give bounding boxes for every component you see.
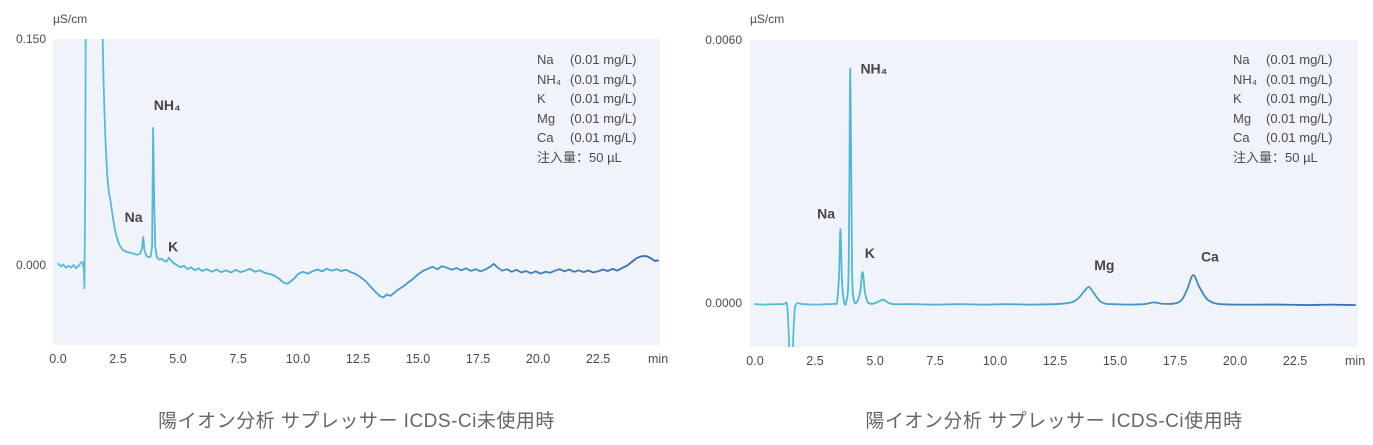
x-tick-label: 5.0 [866, 354, 884, 368]
x-tick-label: 5.0 [169, 352, 187, 366]
legend-row-nh4: NH₄ (0.01 mg/L) [1233, 70, 1332, 90]
trace-line [57, 39, 659, 299]
legend-concentration: (0.01 mg/L) [1266, 71, 1333, 87]
peak-label: K [865, 245, 875, 261]
legend-ion-label: Ca [1233, 130, 1250, 146]
x-tick-label: 7.5 [926, 354, 944, 368]
peak-label: Mg [1094, 257, 1114, 273]
plot-area: Na NH₄ K Mg Ca [750, 40, 1358, 347]
x-axis-tick-labels: 0.0 2.5 5.0 7.5 10.0 12.5 15.0 17.5 20.0 22.5 min [49, 352, 668, 368]
legend-row-ca: Ca (0.01 mg/L) [1233, 128, 1332, 148]
legend: Na (0.01 mg/L) NH₄ (0.01 mg/L) K (0.01 m… [537, 50, 636, 168]
x-tick-label: 12.5 [1042, 354, 1068, 368]
x-tick-label: 17.5 [1162, 354, 1188, 368]
peak-label: Na [817, 206, 835, 222]
legend-ion-label: K [537, 91, 546, 107]
legend-concentration: (0.01 mg/L) [570, 110, 637, 126]
y-axis-unit-label: µS/cm [750, 12, 785, 26]
legend-concentration: (0.01 mg/L) [570, 91, 637, 107]
legend-ion-label: Na [537, 52, 554, 67]
x-tick-label: 15.0 [405, 352, 431, 366]
legend-concentration: (0.01 mg/L) [570, 52, 637, 67]
x-tick-label: 20.0 [525, 352, 551, 366]
legend-ion-label: K [1233, 91, 1242, 107]
legend-row-k: K (0.01 mg/L) [537, 89, 636, 109]
legend-ion-label: NH₄ [537, 71, 562, 87]
x-tick-label: 0.0 [49, 352, 67, 366]
y-axis-max-label: 0.0060 [705, 33, 742, 47]
peak-label: Ca [1201, 249, 1219, 265]
y-axis-max-label: 0.150 [15, 32, 46, 46]
chromatogram-trace: Na NH₄ K Mg Ca [754, 61, 1356, 347]
legend-ion-label: NH₄ [1233, 71, 1258, 87]
x-tick-label: 20.0 [1222, 354, 1248, 368]
legend-row-k: K (0.01 mg/L) [1233, 89, 1332, 109]
y-axis-zero-label: 0.000 [15, 258, 46, 272]
legend-ion-label: Na [1233, 52, 1250, 67]
legend-row-mg: Mg (0.01 mg/L) [537, 109, 636, 129]
peak-label: Na [125, 209, 143, 225]
x-axis-tick-labels: 0.0 2.5 5.0 7.5 10.0 12.5 15.0 17.5 20.0 22.5 min [746, 354, 1365, 370]
x-tick-label: 22.5 [1282, 354, 1308, 368]
plot-area: Na NH₄ K [53, 39, 660, 345]
legend-concentration: (0.01 mg/L) [570, 130, 637, 146]
legend-injection-volume: 注入量：50 µL [537, 149, 622, 165]
y-axis-zero-label: 0.0000 [705, 296, 742, 310]
x-tick-label: 2.5 [109, 352, 127, 366]
x-tick-label: 22.5 [585, 352, 611, 366]
legend-row-na: Na (0.01 mg/L) [537, 50, 636, 70]
chart-caption: 陽イオン分析 サプレッサー ICDS-Ci使用時 [865, 411, 1243, 432]
peak-label: NH₄ [154, 97, 181, 113]
x-tick-label: 7.5 [229, 352, 247, 366]
peak-label: NH₄ [860, 61, 887, 77]
legend-concentration: (0.01 mg/L) [570, 71, 637, 87]
peak-label: K [168, 239, 178, 255]
x-tick-label: min [1345, 354, 1366, 368]
x-tick-label: 15.0 [1102, 354, 1128, 368]
legend-row-mg: Mg (0.01 mg/L) [1233, 109, 1332, 129]
legend-concentration: (0.01 mg/L) [1266, 130, 1333, 146]
x-tick-label: 10.0 [285, 352, 311, 366]
x-tick-label: 12.5 [345, 352, 371, 366]
legend-row-nh4: NH₄ (0.01 mg/L) [537, 70, 636, 90]
chromatogram-trace: Na NH₄ K [57, 39, 659, 299]
legend-ion-label: Ca [537, 130, 554, 146]
legend-concentration: (0.01 mg/L) [1266, 52, 1333, 67]
trace-line [754, 67, 1356, 347]
x-tick-label: 0.0 [746, 354, 764, 368]
legend-ion-label: Mg [1233, 110, 1252, 126]
x-tick-label: 2.5 [806, 354, 824, 368]
legend-row-ca: Ca (0.01 mg/L) [537, 128, 636, 148]
legend-row-na: Na (0.01 mg/L) [1233, 50, 1332, 70]
legend: Na (0.01 mg/L) NH₄ (0.01 mg/L) K (0.01 m… [1233, 50, 1332, 168]
legend-concentration: (0.01 mg/L) [1266, 91, 1333, 107]
legend-injection-volume: 注入量：50 µL [1233, 149, 1318, 165]
x-tick-label: 17.5 [465, 352, 491, 366]
chart-caption: 陽イオン分析 サプレッサー ICDS-Ci未使用時 [158, 411, 555, 432]
y-axis-unit-label: µS/cm [53, 12, 88, 26]
legend-concentration: (0.01 mg/L) [1266, 110, 1333, 126]
x-tick-label: min [648, 352, 669, 366]
x-tick-label: 10.0 [982, 354, 1008, 368]
legend-ion-label: Mg [537, 110, 556, 126]
